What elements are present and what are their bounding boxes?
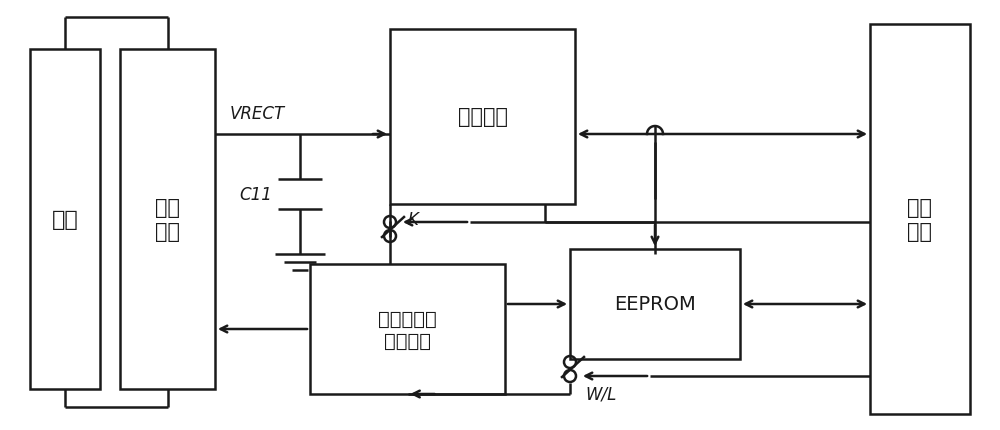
Text: 数字
基带: 数字 基带: [908, 198, 932, 241]
Text: K: K: [408, 211, 419, 228]
Text: EEPROM: EEPROM: [614, 295, 696, 314]
Bar: [390, 30, 575, 205]
Bar: [870, 25, 970, 414]
Text: C11: C11: [239, 186, 272, 203]
Bar: [310, 264, 505, 394]
Text: W/L: W/L: [585, 385, 616, 403]
Bar: [570, 249, 740, 359]
Text: 模拟前端: 模拟前端: [458, 107, 508, 127]
Text: 射频
前端: 射频 前端: [155, 198, 180, 241]
Bar: [120, 50, 215, 389]
Text: VRECT: VRECT: [230, 105, 285, 123]
Text: 天线: 天线: [52, 209, 78, 230]
Bar: [30, 50, 100, 389]
Text: 阻抗自适应
调节模块: 阻抗自适应 调节模块: [378, 309, 437, 350]
